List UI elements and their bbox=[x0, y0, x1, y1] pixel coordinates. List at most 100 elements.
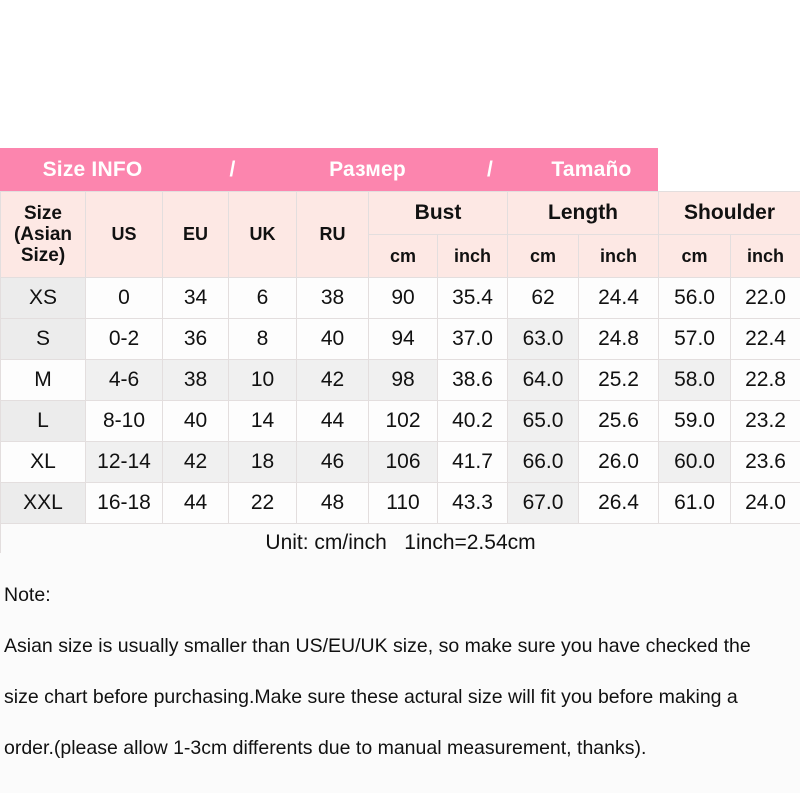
banner-tamano-label: Tamaño bbox=[551, 157, 632, 181]
header-size-line-3: Size) bbox=[20, 245, 66, 266]
banner-razmer-label: Размер bbox=[329, 157, 406, 181]
row-l-shoulder-cm: 59.0 bbox=[658, 400, 732, 442]
row-m-ru: 42 bbox=[296, 359, 369, 401]
row-xs-size: XS bbox=[0, 277, 86, 319]
table-row: M 4-6 38 10 42 98 38.6 64.0 25.2 58.0 22… bbox=[0, 359, 800, 401]
row-m-bust-cm: 98 bbox=[368, 359, 438, 401]
row-xl-size: XL bbox=[0, 441, 86, 483]
row-l-size: L bbox=[0, 400, 86, 442]
row-s-length-cm: 63.0 bbox=[507, 318, 580, 360]
table-row: XXL 16-18 44 22 48 110 43.3 67.0 26.4 61… bbox=[0, 482, 800, 524]
table-row: S 0-2 36 8 40 94 37.0 63.0 24.8 57.0 22.… bbox=[0, 318, 800, 360]
row-xs-ru: 38 bbox=[296, 277, 369, 319]
header-length-inch: inch bbox=[578, 234, 660, 278]
title-banner: Size INFO / Размер / Tamaño bbox=[0, 148, 658, 191]
row-xxl-uk: 22 bbox=[228, 482, 297, 524]
row-xxl-shoulder-cm: 61.0 bbox=[658, 482, 732, 524]
row-m-shoulder-cm: 58.0 bbox=[658, 359, 732, 401]
row-xs-length-cm: 62 bbox=[507, 277, 580, 319]
table-row: XS 0 34 6 38 90 35.4 62 24.4 56.0 22.0 bbox=[0, 277, 800, 319]
note-heading: Note: bbox=[4, 583, 51, 606]
row-xxl-size: XXL bbox=[0, 482, 86, 524]
row-xxl-eu: 44 bbox=[162, 482, 229, 524]
row-xl-uk: 18 bbox=[228, 441, 297, 483]
row-xs-eu: 34 bbox=[162, 277, 229, 319]
row-m-length-inch: 25.2 bbox=[578, 359, 660, 401]
header-size-column: Size (Asian Size) bbox=[0, 191, 86, 278]
header-region-ru: RU bbox=[296, 191, 369, 278]
header-bust-cm: cm bbox=[368, 234, 438, 278]
row-xxl-bust-inch: 43.3 bbox=[436, 482, 509, 524]
row-s-eu: 36 bbox=[162, 318, 229, 360]
row-xs-length-inch: 24.4 bbox=[578, 277, 660, 319]
row-xs-shoulder-inch: 22.0 bbox=[730, 277, 800, 319]
row-s-uk: 8 bbox=[228, 318, 297, 360]
table-group-header-row: Size (Asian Size) US EU UK RU Bust Lengt… bbox=[0, 191, 800, 278]
row-xl-ru: 46 bbox=[296, 441, 369, 483]
row-l-bust-cm: 102 bbox=[368, 400, 438, 442]
row-xxl-shoulder-inch: 24.0 bbox=[730, 482, 800, 524]
header-shoulder-cm: cm bbox=[658, 234, 732, 278]
row-s-us: 0-2 bbox=[85, 318, 163, 360]
header-group-shoulder: Shoulder bbox=[658, 191, 800, 235]
note-line-1: Asian size is usually smaller than US/EU… bbox=[4, 634, 751, 657]
header-region-uk: UK bbox=[228, 191, 297, 278]
row-s-shoulder-cm: 57.0 bbox=[658, 318, 732, 360]
header-region-eu: EU bbox=[162, 191, 229, 278]
banner-separator-1: / bbox=[229, 157, 236, 181]
row-m-us: 4-6 bbox=[85, 359, 163, 401]
row-xs-us: 0 bbox=[85, 277, 163, 319]
row-l-shoulder-inch: 23.2 bbox=[730, 400, 800, 442]
row-xl-length-cm: 66.0 bbox=[507, 441, 580, 483]
note-block: Note: Asian size is usually smaller than… bbox=[0, 553, 800, 793]
row-xl-eu: 42 bbox=[162, 441, 229, 483]
row-xxl-length-inch: 26.4 bbox=[578, 482, 660, 524]
row-s-ru: 40 bbox=[296, 318, 369, 360]
row-xl-length-inch: 26.0 bbox=[578, 441, 660, 483]
row-xxl-bust-cm: 110 bbox=[368, 482, 438, 524]
row-m-uk: 10 bbox=[228, 359, 297, 401]
header-length-cm: cm bbox=[507, 234, 580, 278]
header-group-length: Length bbox=[507, 191, 660, 235]
header-size-line-2: (Asian bbox=[13, 224, 73, 245]
row-s-length-inch: 24.8 bbox=[578, 318, 660, 360]
row-xl-us: 12-14 bbox=[85, 441, 163, 483]
row-xl-shoulder-cm: 60.0 bbox=[658, 441, 732, 483]
row-l-bust-inch: 40.2 bbox=[436, 400, 509, 442]
row-l-length-cm: 65.0 bbox=[507, 400, 580, 442]
row-s-shoulder-inch: 22.4 bbox=[730, 318, 800, 360]
row-s-bust-cm: 94 bbox=[368, 318, 438, 360]
row-m-bust-inch: 38.6 bbox=[436, 359, 509, 401]
row-s-bust-inch: 37.0 bbox=[436, 318, 509, 360]
header-bust-inch: inch bbox=[436, 234, 509, 278]
header-region-us: US bbox=[85, 191, 163, 278]
table-row: XL 12-14 42 18 46 106 41.7 66.0 26.0 60.… bbox=[0, 441, 800, 483]
row-xs-uk: 6 bbox=[228, 277, 297, 319]
row-xs-bust-cm: 90 bbox=[368, 277, 438, 319]
row-l-uk: 14 bbox=[228, 400, 297, 442]
row-xxl-length-cm: 67.0 bbox=[507, 482, 580, 524]
header-group-bust: Bust bbox=[367, 191, 509, 235]
row-l-us: 8-10 bbox=[85, 400, 163, 442]
banner-size-info-label: Size INFO bbox=[42, 157, 143, 181]
header-size-line-1: Size bbox=[23, 203, 63, 224]
row-xs-shoulder-cm: 56.0 bbox=[658, 277, 732, 319]
row-xl-bust-inch: 41.7 bbox=[436, 441, 509, 483]
row-m-size: M bbox=[0, 359, 86, 401]
row-xxl-ru: 48 bbox=[296, 482, 369, 524]
table-subheader-row: cm inch cm inch cm inch bbox=[1, 234, 800, 278]
row-xs-bust-inch: 35.4 bbox=[436, 277, 509, 319]
size-chart-table: Size (Asian Size) US EU UK RU Bust Lengt… bbox=[0, 191, 800, 563]
row-l-ru: 44 bbox=[296, 400, 369, 442]
row-m-length-cm: 64.0 bbox=[507, 359, 580, 401]
row-m-eu: 38 bbox=[162, 359, 229, 401]
note-line-2: size chart before purchasing.Make sure t… bbox=[4, 685, 738, 708]
banner-separator-2: / bbox=[486, 157, 494, 181]
row-xxl-us: 16-18 bbox=[85, 482, 163, 524]
note-line-3: order.(please allow 1-3cm differents due… bbox=[4, 736, 647, 759]
row-l-length-inch: 25.6 bbox=[578, 400, 660, 442]
header-shoulder-inch: inch bbox=[730, 234, 800, 278]
row-m-shoulder-inch: 22.8 bbox=[730, 359, 800, 401]
row-xl-bust-cm: 106 bbox=[368, 441, 438, 483]
